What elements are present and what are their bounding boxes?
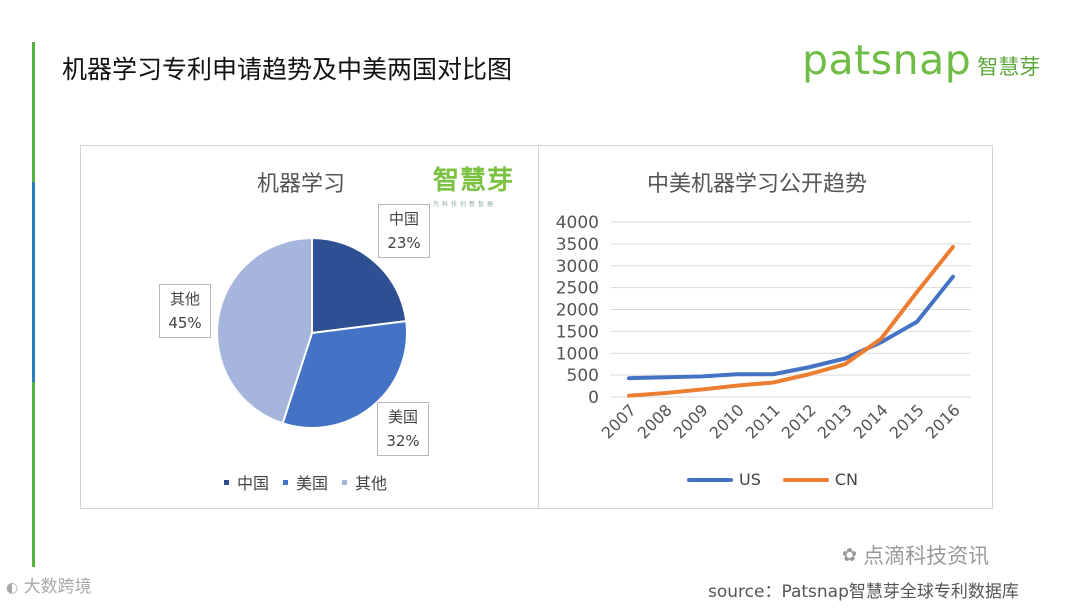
legend-swatch (283, 479, 289, 485)
source-note: source：Patsnap智慧芽全球专利数据库 (708, 582, 1019, 602)
pie-chart-title: 机器学习 (257, 172, 346, 197)
line-chart-title: 中美机器学习公开趋势 (647, 172, 868, 197)
x-tick-label: 2016 (922, 400, 964, 442)
pie-slice-other (216, 236, 313, 425)
legend-label: 其他 (355, 474, 388, 493)
pie-label-usa-name: 美国 (387, 408, 418, 426)
legend-label: 中国 (237, 474, 270, 493)
x-tick-label: 2011 (742, 400, 784, 442)
logo-mark-icon: ◐ (6, 580, 19, 596)
line-chart-panel: 中美机器学习公开趋势 4000 3500 3000 2500 2000 1500 1000 5… (538, 145, 993, 509)
x-tick-label: 2008 (634, 400, 676, 442)
y-tick-label: 1000 (556, 344, 599, 364)
wechat-icon: ✿ (842, 544, 858, 566)
legend-label: 美国 (296, 474, 329, 493)
legend-label: US (739, 470, 761, 489)
y-tick-label: 2500 (556, 279, 599, 299)
logo-text-en: patsnap (802, 36, 972, 84)
legend-line-swatch (687, 477, 733, 482)
pie-legend: 中国 美国 其他 (224, 470, 401, 494)
pie-label-other-name: 其他 (169, 290, 200, 308)
pie-label-china-pct: 23% (387, 234, 421, 252)
accent-bar-blue (32, 182, 35, 382)
watermark-text: 智慧芽 (433, 166, 515, 196)
y-tick-label: 0 (588, 388, 599, 408)
line-series-cn (627, 244, 955, 398)
pie-chart-panel: 机器学习 智慧芽 为科技创新智器 中国 23% 美国 32% 其他 45% 中国… (80, 145, 538, 509)
pie-chart (216, 236, 408, 429)
pie-label-other: 其他 45% (159, 284, 211, 338)
legend-line-swatch (782, 477, 829, 482)
y-tick-label: 3000 (556, 257, 599, 277)
footer-left-text: 大数跨境 (23, 577, 92, 597)
legend-item-cn: CN (782, 470, 859, 489)
y-tick-label: 2000 (556, 301, 599, 321)
legend-item-other: 其他 (342, 470, 387, 494)
zhihuiya-watermark: 智慧芽 为科技创新智器 (433, 160, 514, 208)
legend-item-china: 中国 (224, 470, 269, 494)
logo-text-cn: 智慧芽 (977, 55, 1041, 79)
pie-slice-china (311, 236, 408, 335)
slide-title: 机器学习专利申请趋势及中美两国对比图 (62, 55, 513, 84)
x-tick-label: 2012 (778, 400, 820, 442)
watermark-tagline: 为科技创新智器 (433, 201, 497, 208)
legend-item-us: US (687, 470, 761, 489)
legend-item-usa: 美国 (283, 470, 328, 494)
x-tick-label: 2013 (814, 400, 856, 442)
pie-label-china-name: 中国 (388, 210, 419, 228)
y-tick-label: 4000 (556, 213, 599, 233)
line-legend: US CN (687, 470, 872, 489)
legend-swatch (342, 479, 348, 485)
y-tick-label: 3500 (556, 235, 599, 255)
x-tick-label: 2015 (886, 400, 928, 442)
wechat-account-name: 点滴科技资讯 (863, 544, 990, 568)
x-tick-label: 2010 (706, 400, 748, 442)
x-tick-label: 2009 (670, 400, 712, 442)
accent-bar (32, 42, 35, 567)
legend-swatch (224, 479, 229, 485)
x-tick-label: 2007 (598, 400, 640, 442)
dashu-kuajing-watermark: ◐ 大数跨境 (6, 572, 92, 597)
pie-slice-usa (281, 319, 408, 429)
pie-label-other-pct: 45% (168, 314, 202, 332)
line-chart: 4000350030002500200015001000500020072008… (556, 213, 971, 443)
y-tick-label: 1500 (556, 322, 599, 342)
y-tick-label: 500 (567, 366, 599, 386)
legend-label: CN (834, 470, 859, 489)
x-tick-label: 2014 (850, 400, 892, 442)
pie-label-china: 中国 23% (378, 204, 430, 258)
patsnap-logo: patsnap 智慧芽 (802, 36, 1040, 84)
wechat-watermark: ✿ 点滴科技资讯 (842, 540, 989, 570)
pie-label-usa: 美国 32% (377, 402, 429, 456)
pie-label-usa-pct: 32% (386, 432, 420, 450)
line-series-us (627, 274, 955, 381)
